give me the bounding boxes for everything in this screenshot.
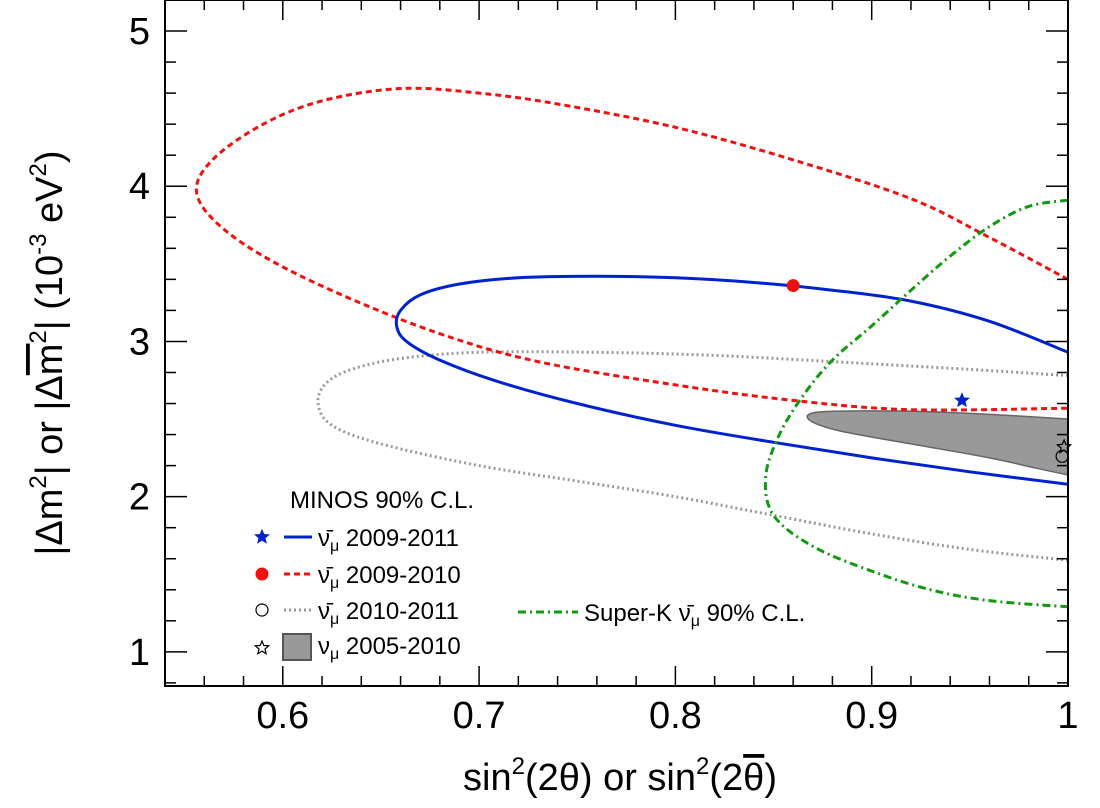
legend-entry-nu-2005-2010: νμ 2005-2010 <box>253 633 461 663</box>
best-fit-filled-star <box>954 392 970 408</box>
x-tick-label: 0.6 <box>256 695 309 737</box>
best-fit-markers <box>786 279 1073 463</box>
legend-label-nu-2005-2010: νμ 2005-2010 <box>318 633 461 663</box>
legend-marker-open-star <box>253 639 271 655</box>
best-fit-filled-circle <box>786 279 800 293</box>
legend-label-sub: μ <box>330 538 339 555</box>
plot-frame <box>164 0 1069 687</box>
best-fit-open-star <box>1055 438 1073 454</box>
y-axis-ticks: 1 2 3 4 5 <box>129 0 1068 684</box>
y-axis-label: |Δm2| or |Δm2| (10-3 eV2) <box>25 150 71 555</box>
contour-curves <box>194 86 1068 609</box>
x-tick-label: 0.8 <box>649 695 702 737</box>
legend-label-main: ν <box>318 633 330 660</box>
legend-marker-filled-star <box>254 528 270 544</box>
legend-label-sub: μ <box>691 613 700 630</box>
legend-label-rest: 2009-2010 <box>339 562 460 589</box>
legend-entry-nubar-2009-2010: ν̄μ 2009-2010 <box>255 562 461 592</box>
legend-label-sub: μ <box>330 575 339 592</box>
y-tick-label: 1 <box>129 632 150 674</box>
contour-line-2 <box>316 350 1068 562</box>
legend-label-rest: 2009-2011 <box>339 525 459 552</box>
legend-entry-superk: Super-K ν̄μ 90% C.L. <box>518 600 805 630</box>
legend: MINOS 90% C.L. ν̄μ 2009-2011 ν̄μ 2009-20… <box>253 487 805 663</box>
legend-label-sub: μ <box>330 646 339 663</box>
contour-line-1 <box>194 86 1068 412</box>
legend-swatch-filled <box>282 633 312 661</box>
legend-entry-nubar-2009-2011: ν̄μ 2009-2011 <box>254 525 459 555</box>
legend-label-superk: Super-K ν̄μ 90% C.L. <box>584 600 805 630</box>
contour-line-4 <box>763 198 1068 609</box>
legend-marker-filled-circle <box>255 567 269 581</box>
x-tick-label: 1 <box>1057 695 1078 737</box>
y-tick-label: 4 <box>129 166 150 208</box>
legend-label-rest: 90% C.L. <box>700 600 805 627</box>
x-tick-label: 0.9 <box>845 695 898 737</box>
legend-label-rest: 2005-2010 <box>339 633 460 660</box>
y-tick-label: 5 <box>129 11 150 53</box>
legend-label-rest: 2010-2011 <box>339 598 459 625</box>
legend-label-nubar-2009-2011: ν̄μ 2009-2011 <box>318 525 459 555</box>
x-axis-ticks: 0.6 0.7 0.8 0.9 1 <box>164 0 1079 737</box>
legend-marker-open-circle <box>255 603 269 617</box>
legend-label-main: Super-K ν̄ <box>584 600 695 627</box>
legend-label-nubar-2010-2011: ν̄μ 2010-2011 <box>318 598 459 628</box>
contour-filled-3 <box>806 410 1068 476</box>
legend-title: MINOS 90% C.L. <box>290 487 474 514</box>
y-tick-label: 3 <box>129 321 150 363</box>
x-tick-label: 0.7 <box>453 695 506 737</box>
legend-label-sub: μ <box>330 611 339 628</box>
x-axis-label: sin2(2θ) or sin2(2θ) <box>463 753 777 799</box>
legend-entry-nubar-2010-2011: ν̄μ 2010-2011 <box>255 598 459 628</box>
y-tick-label: 2 <box>129 477 150 519</box>
legend-label-nubar-2009-2010: ν̄μ 2009-2010 <box>318 562 461 592</box>
contour-line-0 <box>394 274 1068 486</box>
